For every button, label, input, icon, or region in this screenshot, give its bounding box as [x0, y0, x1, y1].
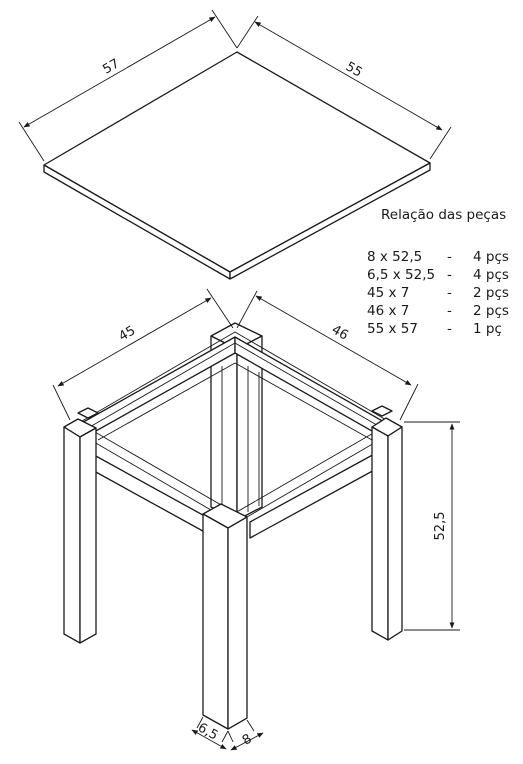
parts-sep: -: [447, 249, 452, 265]
parts-size: 6,5 x 52,5: [367, 267, 436, 283]
front-leg: [202, 503, 248, 730]
left-leg: [63, 418, 97, 644]
corner-blocks: [77, 405, 393, 419]
parts-qty: 4 pçs: [473, 249, 509, 265]
parts-size: 55 x 57: [367, 321, 418, 337]
parts-size: 8 x 52,5: [367, 249, 423, 265]
dim-label-8: 8: [240, 731, 255, 748]
dim-label-45: 45: [116, 323, 138, 344]
dim-label-57: 57: [100, 56, 122, 77]
parts-size: 46 x 7: [367, 303, 410, 319]
dimension-frame-depth: 46: [236, 290, 419, 421]
parts-sep: -: [447, 267, 452, 283]
parts-qty: 2 pçs: [473, 285, 509, 301]
parts-size: 45 x 7: [367, 285, 410, 301]
parts-qty: 4 pçs: [473, 267, 509, 283]
dim-label-52-5: 52,5: [433, 512, 448, 541]
dim-label-46: 46: [329, 322, 351, 343]
dimension-top-depth: 55: [236, 15, 452, 160]
dimension-leg-height: 52,5: [404, 421, 460, 631]
parts-sep: -: [447, 285, 452, 301]
right-leg: [371, 417, 403, 641]
dimension-frame-width: 45: [52, 288, 234, 421]
parts-sep: -: [447, 303, 452, 319]
parts-qty: 2 pçs: [473, 303, 509, 319]
parts-sep: -: [447, 321, 452, 337]
table-top: [43, 51, 431, 280]
dimension-top-width: 57: [18, 9, 238, 162]
parts-qty: 1 pç: [473, 321, 502, 337]
parts-list-title: Relação das peças: [381, 207, 507, 223]
dim-label-55: 55: [343, 59, 365, 80]
